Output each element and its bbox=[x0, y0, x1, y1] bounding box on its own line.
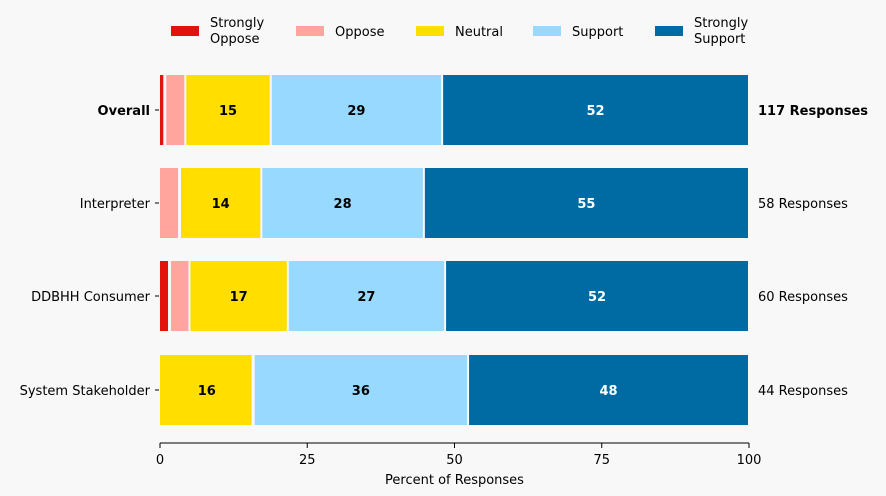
bar-segment bbox=[271, 75, 442, 145]
category-label: Overall bbox=[98, 104, 150, 119]
category-label: Interpreter bbox=[80, 197, 151, 212]
bar-row: 15 29 52 bbox=[160, 75, 748, 145]
bar-segment bbox=[288, 261, 445, 331]
bar-value-label: 16 bbox=[198, 384, 216, 399]
legend-label: Strongly bbox=[694, 16, 748, 31]
legend-item: Neutral bbox=[416, 25, 503, 40]
x-tick-label: 75 bbox=[593, 453, 610, 468]
bar-segment bbox=[160, 75, 164, 145]
bar-segment bbox=[262, 168, 423, 238]
x-axis: 0 25 50 75 100 Percent of Responses bbox=[156, 442, 762, 488]
bar-value-label: 15 bbox=[219, 104, 237, 119]
y-axis-labels: Overall Interpreter DDBHH Consumer System S… bbox=[20, 104, 159, 399]
bar-segment bbox=[443, 75, 748, 145]
legend-label: Support bbox=[572, 25, 623, 40]
legend-item: Oppose bbox=[296, 25, 384, 40]
bar-value-label: 52 bbox=[587, 104, 605, 119]
x-tick-label: 100 bbox=[737, 453, 762, 468]
bar-segment bbox=[469, 355, 748, 425]
bar-value-label: 55 bbox=[577, 197, 595, 212]
bar-segment bbox=[160, 355, 252, 425]
response-count-label: 117 Responses bbox=[758, 104, 868, 119]
legend-label: Oppose bbox=[335, 25, 384, 40]
response-count-label: 60 Responses bbox=[758, 290, 848, 305]
bar-segment bbox=[160, 168, 179, 238]
legend-label: Strongly bbox=[210, 16, 264, 31]
bar-value-label: 17 bbox=[230, 290, 248, 305]
legend-label: Oppose bbox=[210, 32, 259, 47]
bar-value-label: 27 bbox=[357, 290, 375, 305]
bar-row: 14 28 55 bbox=[160, 168, 748, 238]
bar-row: 17 27 52 bbox=[160, 261, 748, 331]
legend-label: Neutral bbox=[455, 25, 503, 40]
bar-segment bbox=[186, 75, 270, 145]
bar-segment bbox=[166, 75, 185, 145]
bar-value-label: 52 bbox=[588, 290, 606, 305]
bar-value-label: 28 bbox=[334, 197, 352, 212]
x-tick-label: 25 bbox=[299, 453, 316, 468]
category-label: DDBHH Consumer bbox=[31, 290, 151, 305]
bar-segment bbox=[171, 261, 189, 331]
category-label: System Stakeholder bbox=[20, 384, 151, 399]
bar-row: 16 36 48 bbox=[160, 355, 748, 425]
bar-value-label: 14 bbox=[212, 197, 230, 212]
response-count-label: 44 Responses bbox=[758, 384, 848, 399]
bar-segment bbox=[181, 168, 261, 238]
legend-label: Support bbox=[694, 32, 745, 47]
x-tick-label: 50 bbox=[446, 453, 463, 468]
legend-swatch bbox=[296, 26, 324, 36]
response-count-label: 58 Responses bbox=[758, 197, 848, 212]
bar-value-label: 48 bbox=[599, 384, 617, 399]
legend-swatch bbox=[171, 26, 199, 36]
legend-item: Support bbox=[533, 25, 623, 40]
response-counts: 117 Responses 58 Responses 60 Responses 44 … bbox=[758, 104, 868, 399]
legend-swatch bbox=[655, 26, 683, 36]
bar-segment bbox=[190, 261, 287, 331]
bar-segment bbox=[254, 355, 468, 425]
bar-segment bbox=[424, 168, 748, 238]
x-tick-label: 0 bbox=[156, 453, 164, 468]
legend-swatch bbox=[416, 26, 444, 36]
bar-segment bbox=[446, 261, 748, 331]
legend-swatch bbox=[533, 26, 561, 36]
x-axis-title: Percent of Responses bbox=[385, 473, 524, 488]
bar-value-label: 36 bbox=[352, 384, 370, 399]
bar-segment bbox=[160, 261, 169, 331]
bar-value-label: 29 bbox=[347, 104, 365, 119]
bars: 15 29 52 14 28 55 17 27 52 16 36 48 bbox=[160, 75, 748, 425]
